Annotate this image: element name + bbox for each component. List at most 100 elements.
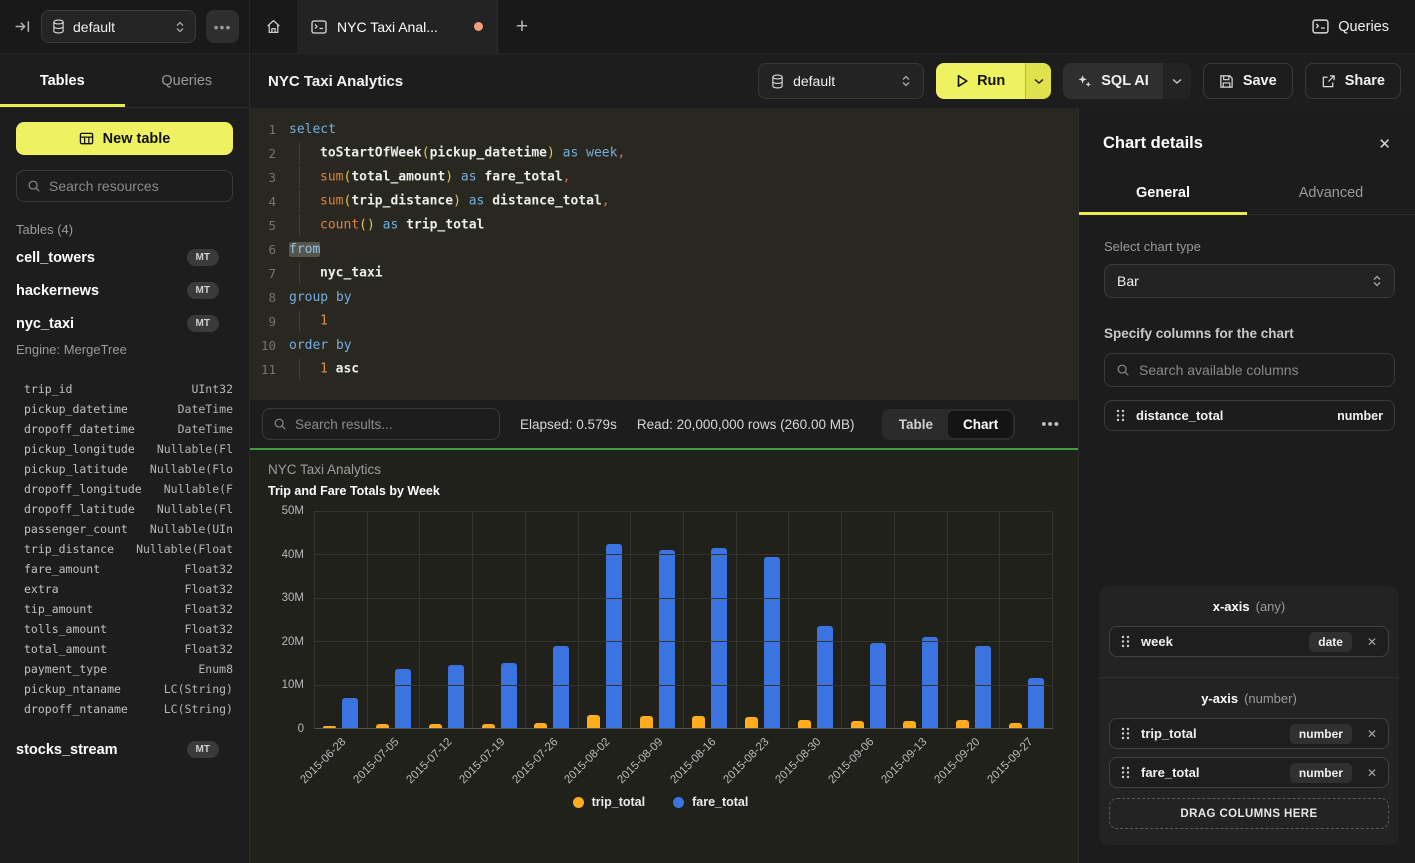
table-row-stocks_stream[interactable]: stocks_stream MT xyxy=(0,733,249,766)
column-name: tolls_amount xyxy=(24,622,108,636)
legend-item-fare_total[interactable]: fare_total xyxy=(673,795,748,809)
chevron-updown-icon xyxy=(175,21,185,33)
column-row: fare_amount Float32 xyxy=(0,559,249,579)
gridline xyxy=(315,554,1053,556)
legend-item-trip_total[interactable]: trip_total xyxy=(572,795,645,809)
column-row: pickup_ntaname LC(String) xyxy=(0,679,249,699)
bar-fare_total xyxy=(764,556,781,728)
drag-columns-dropzone[interactable]: DRAG COLUMNS HERE xyxy=(1109,798,1389,829)
tab-general[interactable]: General xyxy=(1079,173,1247,215)
column-type: Nullable(F xyxy=(163,482,233,496)
sidebar-tab-tables[interactable]: Tables xyxy=(0,54,125,107)
column-type: Nullable(UIn xyxy=(149,522,233,536)
view-toggle-table[interactable]: Table xyxy=(898,416,933,432)
y-axis-section: y-axis (number) trip_total number ✕ fare_tot… xyxy=(1099,678,1399,845)
x-tick-label: 2015-09-27 xyxy=(984,736,1036,787)
column-name: dropoff_datetime xyxy=(24,422,135,436)
bar-fare_total xyxy=(1027,678,1044,728)
share-button[interactable]: Share xyxy=(1304,63,1401,99)
column-pill-week[interactable]: week date ✕ xyxy=(1109,626,1389,657)
database-selector[interactable]: default xyxy=(41,10,196,43)
sql-ai-button-main[interactable]: SQL AI xyxy=(1063,63,1163,99)
sql-ai-caret[interactable] xyxy=(1162,63,1191,99)
new-table-button[interactable]: New table xyxy=(16,122,233,155)
code-text: sum(total_amount) as fare_total, xyxy=(276,166,570,188)
save-icon xyxy=(1219,74,1234,89)
bar-fare_total xyxy=(605,543,622,728)
table-row-hackernews[interactable]: hackernews MT xyxy=(0,274,249,307)
sql-ai-button[interactable]: SQL AI xyxy=(1063,63,1191,99)
tab-advanced[interactable]: Advanced xyxy=(1298,185,1364,201)
save-button[interactable]: Save xyxy=(1202,63,1293,99)
new-tab-button[interactable]: + xyxy=(515,14,529,38)
column-name: pickup_longitude xyxy=(24,442,135,456)
x-tick-label: 2015-08-02 xyxy=(562,736,613,787)
table-engine-badge: MT xyxy=(186,741,219,758)
column-type: LC(String) xyxy=(163,682,233,696)
column-pill-distance_total[interactable]: distance_total number xyxy=(1104,400,1395,431)
chart-details-title: Chart details xyxy=(1103,134,1203,152)
column-search-input[interactable] xyxy=(1139,362,1383,378)
resource-search[interactable] xyxy=(16,170,233,202)
column-row: payment_type Enum8 xyxy=(0,659,249,679)
x-tick-label: 2015-08-23 xyxy=(721,736,772,787)
queries-terminal-icon xyxy=(1312,19,1329,34)
chart-panel: NYC Taxi Analytics Trip and Fare Totals … xyxy=(250,448,1078,863)
view-toggle-chart[interactable]: Chart xyxy=(947,410,1014,438)
queries-button[interactable]: Queries xyxy=(1312,0,1415,53)
collapse-sidebar-icon[interactable] xyxy=(14,18,31,35)
table-row-cell_towers[interactable]: cell_towers MT xyxy=(0,241,249,274)
line-number: 5 xyxy=(268,217,276,233)
column-type-chip: date xyxy=(1309,631,1352,652)
chart-type-select[interactable]: Bar xyxy=(1104,264,1395,298)
column-type-label: number xyxy=(1337,408,1383,423)
run-button-main[interactable]: Run xyxy=(936,63,1026,99)
table-row-nyc_taxi[interactable]: nyc_taxi MT xyxy=(0,307,249,340)
sidebar-tab-queries[interactable]: Queries xyxy=(161,72,213,89)
code-text: 1 xyxy=(276,310,328,332)
run-button[interactable]: Run xyxy=(936,63,1052,99)
results-search[interactable] xyxy=(262,408,500,440)
bar-trip_total xyxy=(903,720,917,728)
toolbar-database-selector[interactable]: default xyxy=(758,63,925,99)
x-tick-label: 2015-07-12 xyxy=(404,736,455,787)
column-row: pickup_datetime DateTime xyxy=(0,399,249,419)
results-more-icon[interactable]: ••• xyxy=(1041,415,1060,433)
x-tick-label: 2015-07-19 xyxy=(457,736,508,787)
bar-group xyxy=(684,511,737,728)
sidebar-more-button[interactable]: ••• xyxy=(206,10,239,43)
code-text: 1 asc xyxy=(276,358,359,380)
results-search-input[interactable] xyxy=(295,416,489,432)
home-button[interactable] xyxy=(250,0,297,53)
resource-search-input[interactable] xyxy=(49,178,230,194)
bar-group xyxy=(789,511,843,728)
run-options-caret[interactable] xyxy=(1025,63,1052,99)
table-name: cell_towers xyxy=(16,249,95,266)
column-name: payment_type xyxy=(24,662,108,676)
close-icon[interactable]: ✕ xyxy=(1378,135,1391,153)
bar-group xyxy=(842,511,895,728)
column-row: tolls_amount Float32 xyxy=(0,619,249,639)
specify-columns-label: Specify columns for the chart xyxy=(1104,326,1294,341)
column-search[interactable] xyxy=(1104,353,1395,387)
column-pill-name: distance_total xyxy=(1136,408,1224,423)
chart-plot-area xyxy=(314,511,1054,729)
top-bar: default ••• NYC Taxi Anal... + xyxy=(0,0,1415,54)
bar-group xyxy=(473,511,526,728)
chart-details-body: Select chart type Bar Specify columns fo… xyxy=(1079,215,1415,863)
line-number: 10 xyxy=(260,337,276,353)
share-button-label: Share xyxy=(1344,73,1385,89)
bar-trip_total xyxy=(850,720,864,728)
column-pill-trip_total[interactable]: trip_total number ✕ xyxy=(1109,718,1389,749)
column-pill-fare_total[interactable]: fare_total number ✕ xyxy=(1109,757,1389,788)
view-toggle: Table Chart xyxy=(881,408,1016,440)
remove-column-icon[interactable]: ✕ xyxy=(1366,634,1377,649)
bar-group xyxy=(420,511,474,728)
query-tab[interactable]: NYC Taxi Anal... xyxy=(297,0,498,53)
bar-trip_total xyxy=(639,716,653,728)
remove-column-icon[interactable]: ✕ xyxy=(1366,726,1377,741)
remove-column-icon[interactable]: ✕ xyxy=(1366,765,1377,780)
sql-editor[interactable]: 1 select 2 toStartOfWeek(pickup_datetime) a… xyxy=(250,108,1078,400)
